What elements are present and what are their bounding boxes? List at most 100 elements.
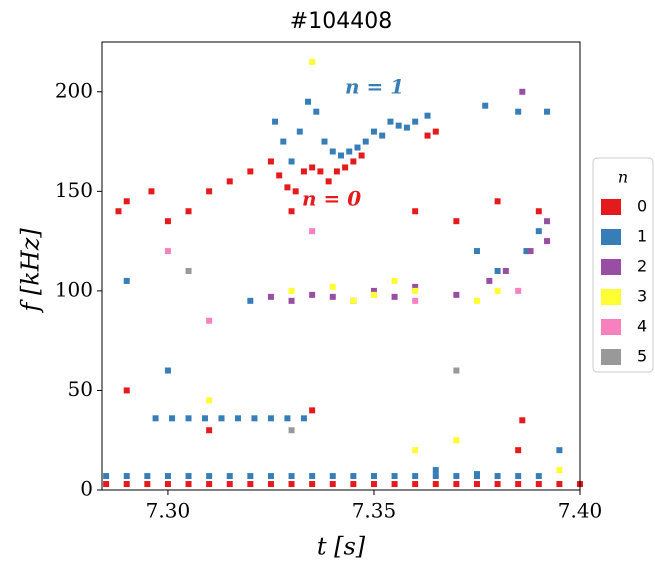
data-point: [424, 112, 431, 119]
data-point: [288, 297, 295, 304]
data-point: [123, 481, 130, 488]
data-point: [473, 481, 480, 488]
y-tick-label: 50: [68, 377, 93, 401]
data-point: [535, 228, 542, 235]
data-point: [296, 128, 303, 135]
data-point: [115, 208, 122, 215]
legend-label: 1: [637, 227, 647, 246]
data-point: [267, 158, 274, 165]
data-point: [206, 481, 213, 488]
data-point: [391, 293, 398, 300]
data-point: [164, 481, 171, 488]
x-axis-label: t [s]: [317, 533, 366, 561]
legend-label: 4: [637, 317, 647, 336]
data-point: [309, 228, 316, 235]
data-point: [387, 118, 394, 125]
data-point: [391, 277, 398, 284]
data-point: [350, 297, 357, 304]
data-point: [515, 287, 522, 294]
data-point: [309, 58, 316, 65]
data-point: [346, 148, 353, 155]
data-point: [370, 481, 377, 488]
data-point: [292, 188, 299, 195]
data-point: [453, 437, 460, 444]
data-point: [412, 118, 419, 125]
data-point: [486, 277, 493, 284]
data-point: [412, 447, 419, 454]
data-point: [272, 118, 279, 125]
data-point: [412, 287, 419, 294]
data-point: [226, 481, 233, 488]
y-axis-label: f [kHz]: [17, 228, 45, 314]
data-point: [391, 481, 398, 488]
data-point: [453, 481, 460, 488]
data-point: [164, 367, 171, 374]
data-point: [317, 168, 324, 175]
data-point: [379, 132, 386, 139]
data-point: [152, 415, 159, 422]
data-point: [251, 415, 258, 422]
data-point: [288, 208, 295, 215]
data-point: [185, 267, 192, 274]
data-point: [494, 267, 501, 274]
data-point: [288, 481, 295, 488]
data-point: [169, 415, 176, 422]
data-point: [164, 248, 171, 255]
data-point: [350, 481, 357, 488]
data-point: [453, 218, 460, 225]
data-point: [329, 293, 336, 300]
data-point: [342, 164, 349, 171]
data-point: [288, 158, 295, 165]
data-point: [473, 248, 480, 255]
data-point: [329, 473, 336, 480]
data-point: [234, 415, 241, 422]
data-point: [395, 122, 402, 129]
data-point: [309, 473, 316, 480]
data-point: [276, 172, 283, 179]
data-point: [370, 291, 377, 298]
data-point: [288, 287, 295, 294]
data-point: [519, 417, 526, 424]
data-point: [391, 473, 398, 480]
data-point: [403, 124, 410, 131]
data-point: [309, 481, 316, 488]
data-point: [556, 447, 563, 454]
data-point: [164, 218, 171, 225]
y-tick-label: 150: [55, 178, 93, 202]
data-point: [321, 138, 328, 145]
data-point: [206, 473, 213, 480]
data-point: [556, 481, 563, 488]
data-point: [267, 415, 274, 422]
data-point: [432, 128, 439, 135]
data-point: [284, 415, 291, 422]
x-tick-label: 7.40: [558, 499, 603, 523]
plot-area: [103, 58, 583, 488]
data-point: [185, 208, 192, 215]
data-point: [502, 267, 509, 274]
data-point: [185, 415, 192, 422]
data-point: [412, 283, 419, 290]
y-tick-label: 0: [80, 477, 93, 501]
y-tick-label: 200: [55, 78, 93, 102]
data-point: [494, 287, 501, 294]
data-point: [453, 291, 460, 298]
data-point: [185, 481, 192, 488]
data-point: [432, 481, 439, 488]
data-point: [206, 397, 213, 404]
data-point: [247, 297, 254, 304]
data-point: [329, 283, 336, 290]
annotation: n = 1: [345, 75, 404, 99]
data-point: [329, 481, 336, 488]
data-point: [164, 473, 171, 480]
data-point: [288, 427, 295, 434]
data-point: [329, 148, 336, 155]
data-point: [544, 108, 551, 115]
data-point: [370, 287, 377, 294]
data-point: [226, 473, 233, 480]
data-point: [247, 168, 254, 175]
data-point: [300, 168, 307, 175]
data-point: [148, 188, 155, 195]
data-point: [185, 473, 192, 480]
data-point: [527, 248, 534, 255]
data-point: [350, 473, 357, 480]
